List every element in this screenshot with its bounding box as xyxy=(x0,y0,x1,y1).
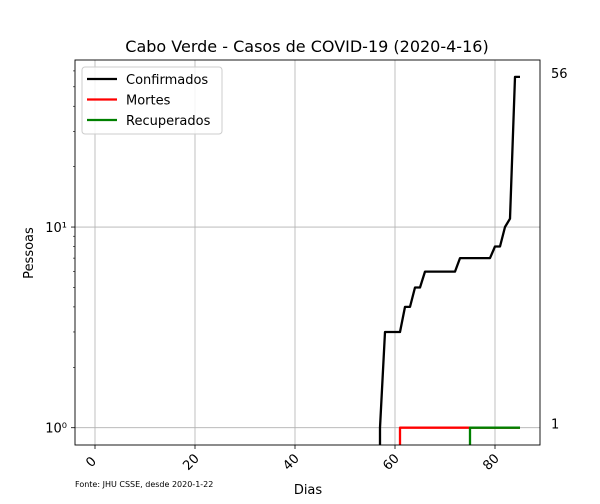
legend-label-mortes: Mortes xyxy=(126,94,171,109)
end-labels: 56 1 xyxy=(551,67,568,433)
chart-title: Cabo Verde - Casos de COVID-19 (2020-4-1… xyxy=(125,37,488,56)
series-line-mortes xyxy=(398,426,520,445)
y-tick-label: 10¹ xyxy=(45,221,67,236)
series-line-confirmados xyxy=(378,75,520,445)
x-tick-label: 40 xyxy=(280,451,302,473)
y-tick-label: 10⁰ xyxy=(45,422,67,437)
legend-label-recuperados: Recuperados xyxy=(126,114,211,129)
x-tick-label: 20 xyxy=(180,451,202,473)
x-tick-label: 60 xyxy=(380,451,402,473)
end-label-confirmados: 56 xyxy=(551,67,568,82)
series-layer xyxy=(378,75,520,445)
x-tick-label: 80 xyxy=(480,451,502,473)
legend-box xyxy=(81,66,223,135)
legend: Confirmados Mortes Recuperados xyxy=(81,66,223,135)
series-line-recuperados xyxy=(468,426,520,445)
end-label-mortes: 1 xyxy=(551,418,559,433)
x-tick-label: 0 xyxy=(83,454,99,470)
axes xyxy=(74,59,541,446)
x-axis-label: Dias xyxy=(294,483,323,498)
y-axis-label: Pessoas xyxy=(22,227,37,279)
plot-frame xyxy=(74,59,541,446)
legend-label-confirmados: Confirmados xyxy=(126,73,208,88)
source-note: Fonte: JHU CSSE, desde 2020-1-22 xyxy=(75,480,213,489)
